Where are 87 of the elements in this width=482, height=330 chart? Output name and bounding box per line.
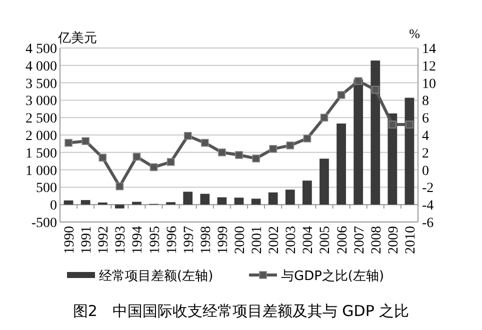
bar bbox=[251, 198, 261, 205]
bar bbox=[268, 192, 278, 205]
bar bbox=[336, 124, 346, 205]
y2-tick-label: -2 bbox=[422, 181, 434, 196]
bar bbox=[80, 200, 90, 205]
x-tick-label: 1995 bbox=[148, 226, 163, 254]
x-tick-label: 1998 bbox=[198, 226, 214, 254]
x-tick-label: 1991 bbox=[80, 226, 95, 254]
legend-label: 与GDP之比(左轴) bbox=[281, 269, 384, 284]
y2-tick-label: 0 bbox=[422, 164, 429, 179]
bar bbox=[114, 204, 124, 208]
point bbox=[201, 138, 209, 147]
x-tick-label: 2010 bbox=[403, 226, 418, 254]
y2-tick-label: -4 bbox=[422, 198, 434, 214]
y-tick-label: 1 500 bbox=[26, 146, 57, 162]
y-tick-label: 1 000 bbox=[26, 164, 57, 179]
x-tick-label: 1992 bbox=[96, 226, 112, 254]
bar bbox=[285, 190, 295, 205]
point bbox=[132, 152, 141, 161]
y2-tick-label: 6 bbox=[422, 112, 429, 127]
y-tick-label: 500 bbox=[36, 181, 57, 196]
bar bbox=[64, 200, 74, 205]
x-tick-label: 2006 bbox=[335, 226, 350, 254]
point bbox=[303, 134, 312, 142]
x-tick-label: 1997 bbox=[182, 226, 197, 254]
y2-tick-label: -6 bbox=[422, 216, 434, 231]
y-tick-label: 2 500 bbox=[26, 112, 57, 127]
bar bbox=[320, 158, 329, 205]
point bbox=[82, 137, 90, 145]
bar bbox=[354, 79, 364, 205]
point bbox=[286, 142, 294, 150]
x-tick-label: 1990 bbox=[62, 226, 78, 254]
point bbox=[184, 132, 192, 140]
x-tick-label: 1994 bbox=[130, 226, 146, 254]
y2-tick-label: 4 bbox=[422, 129, 429, 144]
bar bbox=[404, 98, 414, 205]
bar bbox=[200, 194, 210, 205]
x-tick-label: 2003 bbox=[284, 226, 300, 254]
bar bbox=[132, 202, 142, 205]
x-tick-label: 1993 bbox=[114, 226, 129, 254]
bar bbox=[217, 197, 227, 205]
x-tick-label: 2007 bbox=[352, 226, 368, 254]
x-tick-label: 1996 bbox=[164, 226, 180, 254]
x-tick-label: 1999 bbox=[216, 226, 231, 254]
text: 图2 中国国际收支经常项目差额及其与 GDP 之比 bbox=[72, 302, 410, 320]
y-tick-label: -500 bbox=[31, 216, 57, 231]
y-axis-title: 亿美元 bbox=[57, 30, 97, 46]
y2-tick-label: 8 bbox=[422, 94, 429, 110]
point bbox=[406, 120, 414, 128]
x-tick-label: 2005 bbox=[318, 226, 334, 254]
y-tick-label: 3 000 bbox=[26, 94, 57, 110]
bar bbox=[370, 60, 380, 205]
bar bbox=[234, 198, 244, 205]
y-tick-label: 2 000 bbox=[26, 129, 57, 144]
bar bbox=[166, 202, 176, 205]
y-tick-label: 0 bbox=[50, 198, 57, 214]
point bbox=[354, 77, 362, 85]
point bbox=[166, 158, 175, 166]
x-tick-label: 2000 bbox=[233, 226, 248, 254]
y-tick-label: 4 000 bbox=[26, 59, 57, 74]
point bbox=[235, 151, 243, 159]
x-tick-label: 2004 bbox=[301, 226, 316, 254]
y2-axis-title: % bbox=[409, 26, 420, 41]
point bbox=[116, 182, 124, 190]
x-tick-label: 2008 bbox=[369, 226, 384, 254]
bar bbox=[302, 180, 312, 205]
y2-tick-label: 10 bbox=[422, 76, 436, 92]
point bbox=[150, 163, 158, 172]
x-tick-label: 2002 bbox=[267, 226, 282, 254]
point bbox=[371, 86, 380, 94]
point bbox=[98, 154, 107, 162]
point bbox=[337, 91, 346, 99]
y2-tick-label: 2 bbox=[422, 146, 429, 162]
x-tick-label: 2001 bbox=[250, 226, 266, 254]
y2-tick-label: 14 bbox=[422, 42, 436, 57]
y2-tick-label: 12 bbox=[422, 59, 436, 74]
x-tick-label: 2009 bbox=[386, 226, 402, 254]
bar bbox=[183, 192, 193, 205]
point bbox=[320, 114, 328, 122]
point bbox=[388, 120, 396, 128]
y-tick-label: 4 500 bbox=[26, 42, 57, 57]
y-tick-label: 3 500 bbox=[26, 76, 57, 92]
legend-label: 经常项目差额(左轴) bbox=[99, 269, 214, 284]
point bbox=[64, 138, 72, 147]
point bbox=[269, 145, 277, 153]
point bbox=[218, 148, 226, 156]
point bbox=[252, 154, 260, 162]
